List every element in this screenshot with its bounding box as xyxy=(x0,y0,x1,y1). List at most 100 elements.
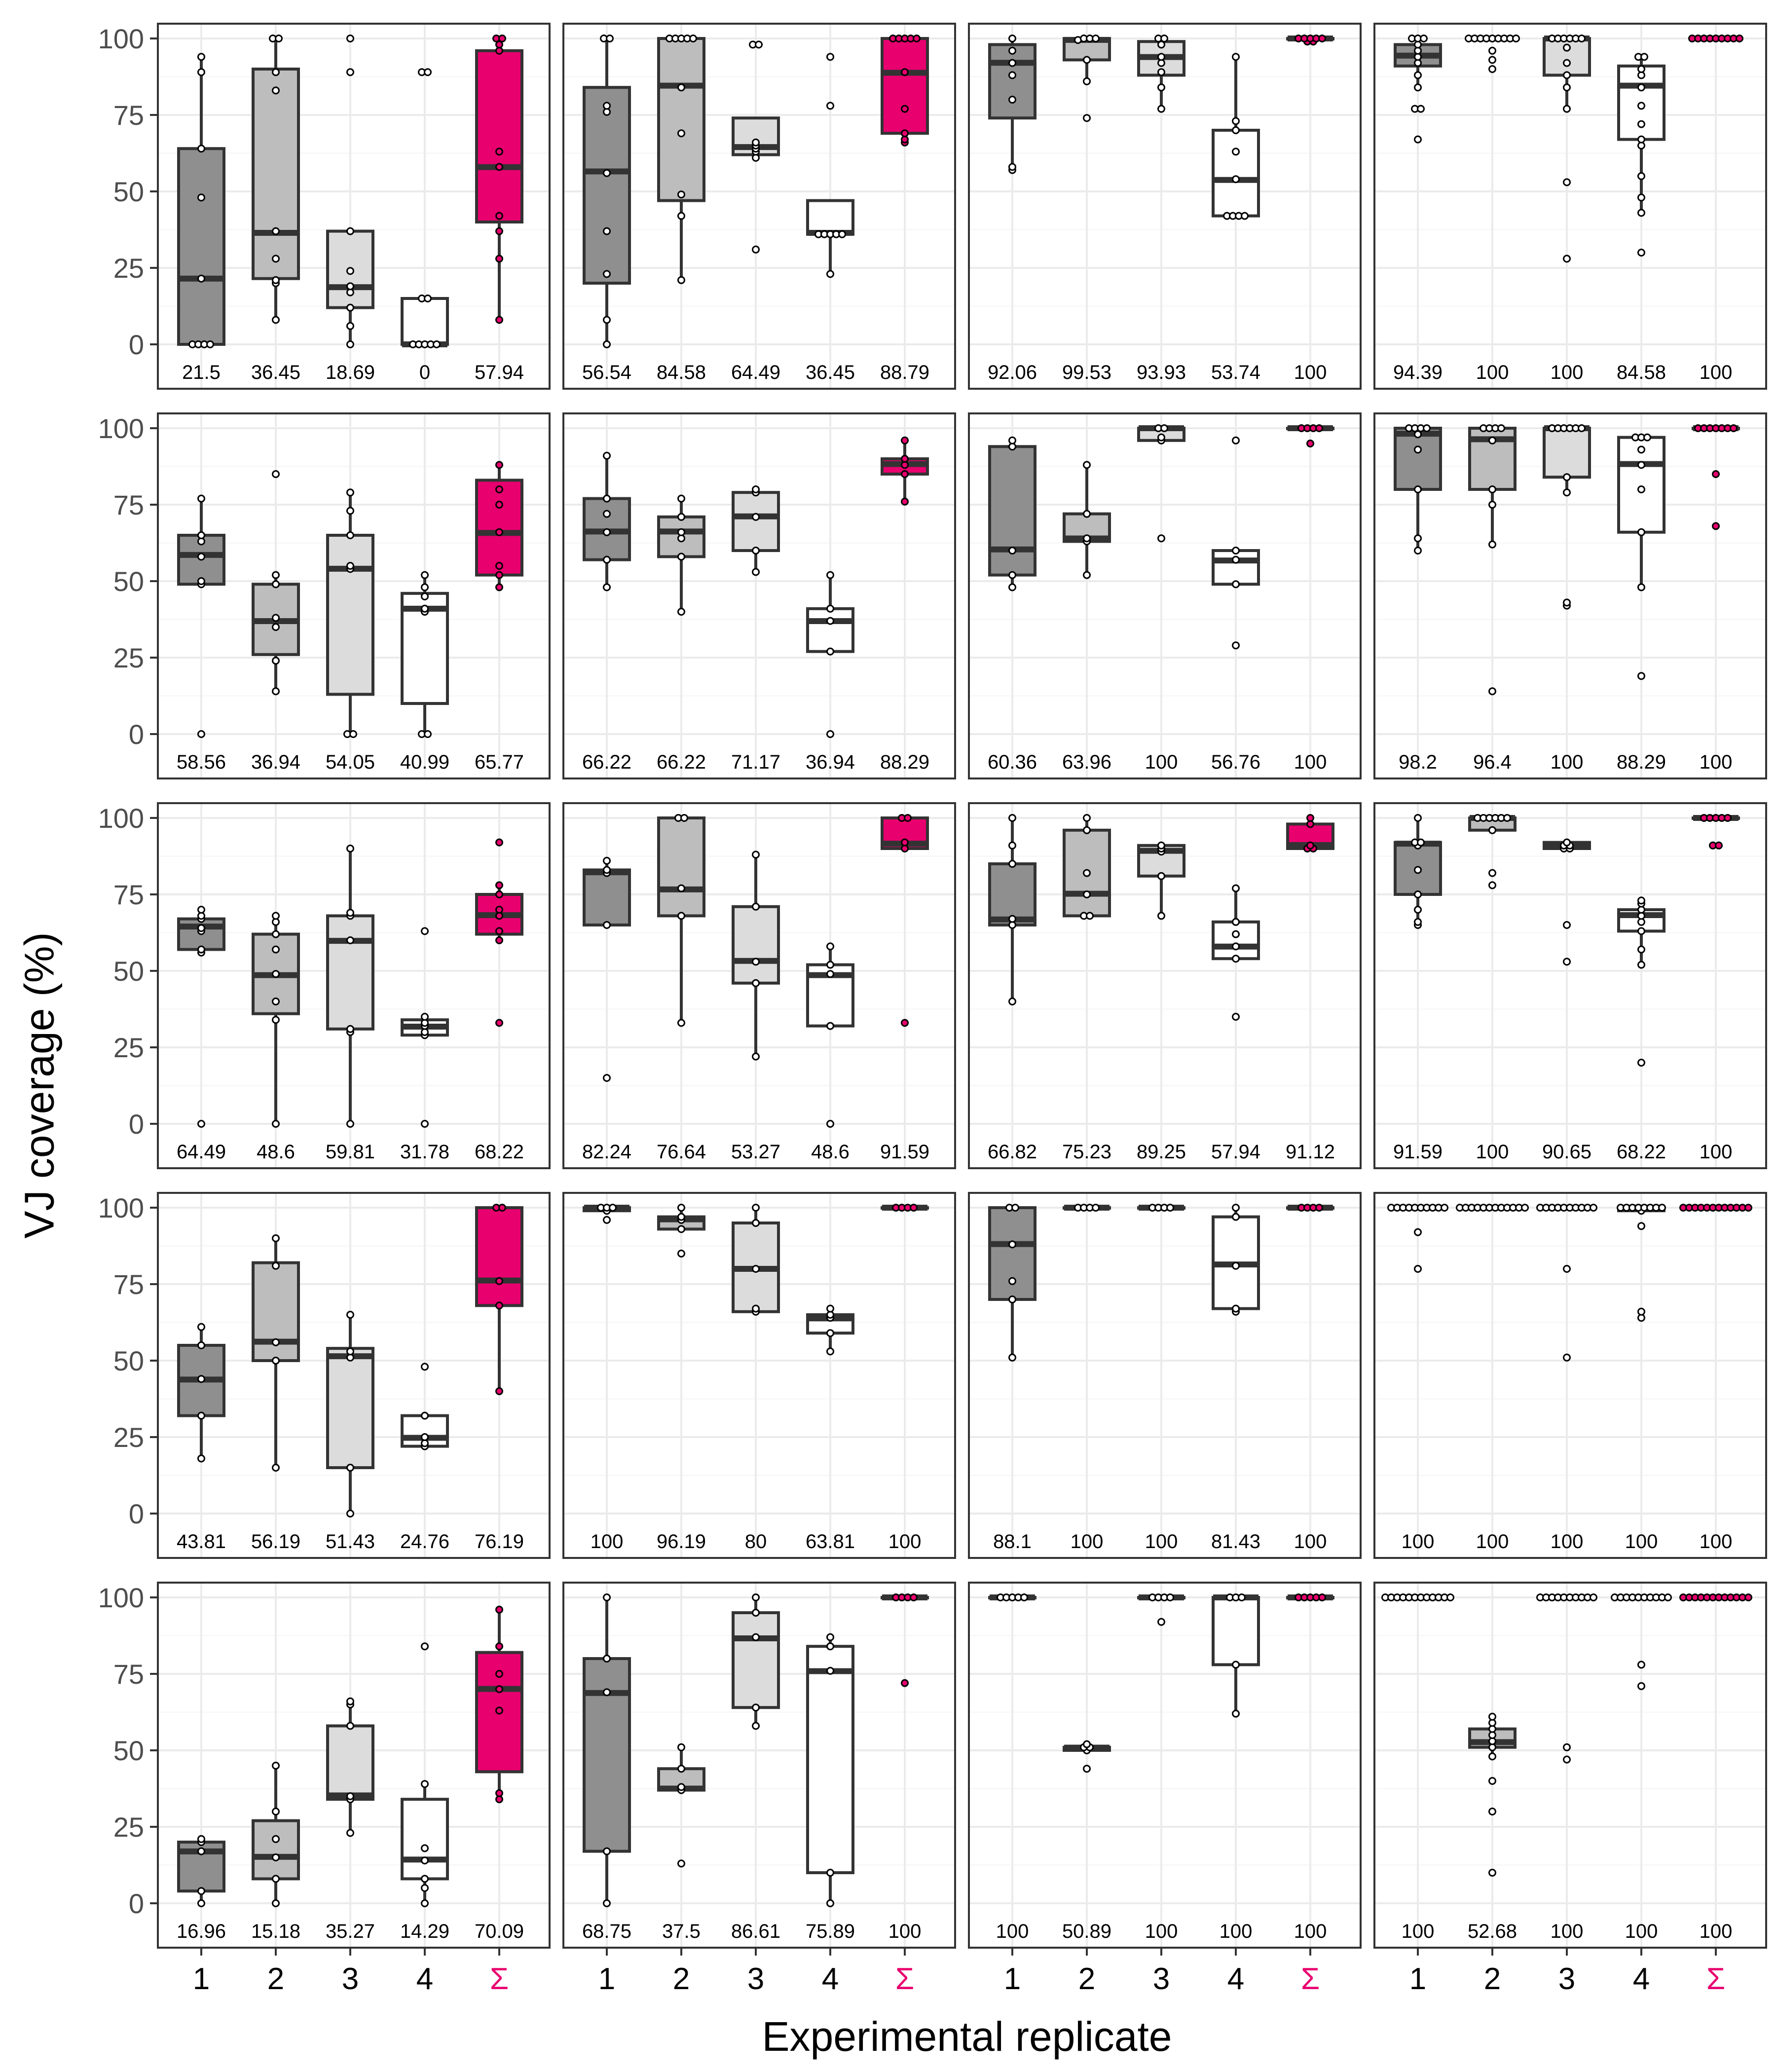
box-4: 68.22 xyxy=(1617,896,1666,1163)
value-label: 100 xyxy=(1294,1921,1327,1942)
y-tick-label: 75 xyxy=(113,879,144,910)
data-point xyxy=(1637,1661,1645,1669)
x-tick-label: 4 xyxy=(1633,1962,1650,1996)
y-tick-label: 0 xyxy=(129,1888,144,1919)
data-point xyxy=(275,35,283,42)
data-point xyxy=(603,169,611,177)
data-point xyxy=(272,227,280,235)
data-point xyxy=(1563,59,1571,67)
value-label: 51.43 xyxy=(326,1531,375,1553)
value-label: 100 xyxy=(1145,751,1178,773)
data-point xyxy=(677,513,685,521)
box-iqr xyxy=(988,445,1036,577)
data-point xyxy=(1488,46,1496,55)
data-point xyxy=(1157,433,1165,442)
data-point xyxy=(910,1204,918,1212)
data-point xyxy=(1637,461,1645,469)
data-point xyxy=(838,230,846,238)
data-point xyxy=(752,485,760,493)
x-tick-label: 3 xyxy=(1153,1962,1170,1996)
panel-8: 98.2 96.4 100 88.29 100 xyxy=(1373,412,1767,779)
data-point xyxy=(1232,942,1240,951)
value-label: 91.59 xyxy=(1393,1141,1443,1163)
box-3: 64.49 xyxy=(731,40,780,383)
box-4: 14.29 xyxy=(400,1642,449,1942)
data-point xyxy=(603,340,611,348)
box-iqr xyxy=(732,1611,780,1709)
data-point xyxy=(346,1829,354,1837)
value-label: 100 xyxy=(888,1921,922,1942)
value-label: 86.61 xyxy=(731,1921,780,1942)
box-1: 21.5 xyxy=(177,53,225,383)
y-tick-label: 0 xyxy=(129,719,144,750)
data-point xyxy=(752,1304,760,1313)
data-point xyxy=(1232,175,1240,184)
data-point xyxy=(349,730,357,738)
data-point xyxy=(901,497,909,506)
data-point xyxy=(1664,1593,1672,1601)
box-2: 52.68 xyxy=(1468,1712,1517,1942)
data-point xyxy=(421,1642,429,1651)
x-tick-label: 1 xyxy=(1004,1962,1021,1996)
data-point xyxy=(272,1261,280,1270)
data-point xyxy=(1166,1204,1174,1212)
box-5: 100 xyxy=(1286,424,1334,773)
data-point xyxy=(603,1655,611,1663)
data-point xyxy=(1008,583,1016,592)
value-label: 60.36 xyxy=(988,751,1037,773)
data-point xyxy=(197,145,205,153)
box-5: 100 xyxy=(1286,1593,1334,1942)
box-4: 31.78 xyxy=(400,927,449,1163)
value-label: 100 xyxy=(1700,1531,1733,1553)
data-point xyxy=(1157,68,1165,76)
data-point xyxy=(346,562,354,570)
data-point xyxy=(272,470,280,478)
data-point xyxy=(603,494,611,503)
data-point xyxy=(421,1780,429,1788)
box-5: 100 xyxy=(1692,814,1740,1163)
data-point xyxy=(1083,1740,1091,1748)
data-point xyxy=(1008,436,1016,444)
data-point xyxy=(1578,424,1586,432)
data-point xyxy=(197,1323,205,1331)
box-3: 100 xyxy=(1543,35,1591,383)
data-point xyxy=(603,102,611,110)
box-1: 66.82 xyxy=(988,814,1037,1163)
data-point xyxy=(1083,869,1091,877)
value-label: 89.25 xyxy=(1137,1141,1186,1163)
value-label: 56.76 xyxy=(1211,751,1260,773)
data-point xyxy=(603,1847,611,1855)
data-point xyxy=(1232,884,1240,892)
data-point xyxy=(1232,955,1240,963)
data-point xyxy=(346,1025,354,1033)
data-point xyxy=(826,942,834,951)
data-point xyxy=(197,531,205,539)
panel-14: 100 96.19 80 63.81 100 xyxy=(562,1192,956,1559)
value-label: 88.79 xyxy=(880,362,929,383)
value-label: 36.94 xyxy=(251,751,300,773)
data-point xyxy=(1563,178,1571,186)
panel-20: 100 52.68 100 100 100 1 2 3 4 Σ xyxy=(1373,1582,1767,1996)
box-2: 84.58 xyxy=(657,35,706,383)
value-label: 68.75 xyxy=(582,1921,631,1942)
data-point xyxy=(1712,522,1720,530)
data-point xyxy=(421,592,429,600)
box-iqr xyxy=(988,43,1036,120)
y-tick-label: 100 xyxy=(98,803,144,834)
x-tick-label: Σ xyxy=(1301,1962,1320,1996)
value-label: 81.43 xyxy=(1211,1531,1260,1553)
box-4: 88.29 xyxy=(1617,433,1666,773)
data-point xyxy=(272,970,280,978)
data-point xyxy=(495,890,503,898)
value-label: 100 xyxy=(1625,1921,1658,1942)
data-point xyxy=(603,316,611,324)
box-5: 100 xyxy=(1286,1204,1334,1553)
value-label: 66.22 xyxy=(582,751,631,773)
box-3: 100 xyxy=(1536,1593,1597,1942)
data-point xyxy=(1637,249,1645,257)
panel-15: 88.1 100 100 81.43 100 xyxy=(968,1192,1362,1559)
panel-border xyxy=(968,1582,1362,1949)
data-point xyxy=(1488,687,1496,696)
data-point xyxy=(1512,35,1520,42)
data-point xyxy=(901,105,909,113)
